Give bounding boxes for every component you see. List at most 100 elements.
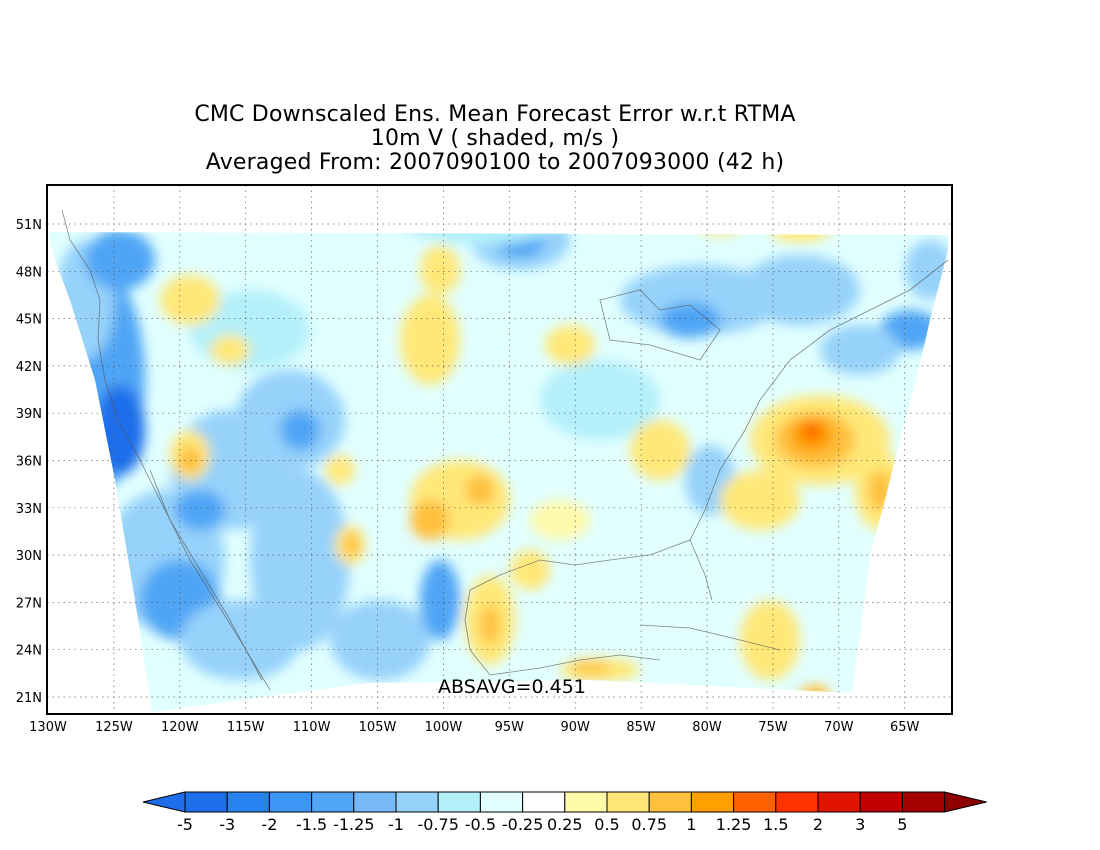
field-anomaly [620,265,780,335]
lon-label: 95W [495,720,525,735]
field-anomaly [420,188,460,212]
colorbar-label: -1.5 [296,815,327,834]
colorbar-label: -0.25 [502,815,543,834]
colorbar-swatch [817,791,861,813]
colorbar-swatch [184,791,228,813]
lon-label: 125W [95,720,133,735]
field-anomaly [820,325,900,375]
shaded-field [48,188,948,712]
colorbar-swatch [648,791,692,813]
great-lakes-line [599,289,721,361]
colorbar-swatch [226,791,270,813]
colorbar-swatch [353,791,397,813]
baja-line [149,469,263,681]
colorbar-labels: -5 -3 -2 -1.5 -1.25 -1 -0.75 -0.5 -0.25 0.25 0.5 0.… [177,815,907,834]
field-anomaly [85,232,155,290]
colorbar-label: 2 [813,815,823,834]
colorbar-swatch [395,791,439,813]
colorbar-swatch [564,791,608,813]
lat-label: 30N [16,549,42,564]
field-anomaly [630,420,690,480]
field-anomaly [325,455,355,485]
field-anomaly [868,470,892,510]
field-anomaly [695,232,745,235]
longitude-labels: 130W 125W 120W 115W 110W 105W 100W 95W 90W 85W 80W… [29,720,919,735]
colorbar-max-arrow [944,791,987,813]
field-anomaly [770,232,830,242]
field-anomaly [480,605,500,645]
field-anomaly [400,295,460,385]
lat-label: 48N [16,265,42,280]
colorbar-swatch [268,791,313,813]
lon-label: 90W [560,720,590,735]
colorbar-label: -0.5 [465,815,496,834]
colorbar-swatch [479,791,524,813]
colorbar-label: -2 [261,815,277,834]
field-anomaly [720,470,800,530]
lon-label: 130W [29,720,67,735]
florida-line [689,539,713,601]
absavg-annotation: ABSAVG=0.451 [438,676,586,698]
colorbar-label: 5 [897,815,907,834]
colorbar-min-arrow [142,791,186,813]
field-anomaly [410,500,450,540]
map-title-line-3: Averaged From: 2007090100 to 2007093000 … [205,150,785,175]
field-anomaly [530,500,590,540]
field-anomaly [740,600,800,680]
field-anomaly [178,446,202,474]
cuba-line [639,624,781,651]
colorbar [142,791,987,813]
field-anomaly [465,475,495,505]
lon-label: 105W [359,720,397,735]
lon-label: 65W [890,720,920,735]
field-anomaly [420,245,460,295]
field-anomaly [540,360,660,440]
coastlines [61,209,949,691]
field-anomaly [160,275,220,325]
lat-label: 45N [16,313,42,328]
lat-label: 24N [16,644,42,659]
colorbar-swatch [901,791,946,813]
field-anomaly [420,560,460,640]
field-anomaly [740,255,860,325]
field-anomaly [175,490,225,530]
lon-label: 80W [692,720,722,735]
lat-label: 51N [16,218,42,233]
field-anomaly [570,662,610,674]
field-anomaly [400,232,560,245]
map-title-line-1: CMC Downscaled Ens. Mean Forecast Error … [194,102,796,127]
colorbar-label: 0.5 [594,815,619,834]
colorbar-swatch [775,791,819,813]
colorbar-label: -3 [219,815,235,834]
colorbar-swatch [859,791,903,813]
lat-label: 39N [16,407,42,422]
field-anomaly [210,335,250,365]
colorbar-label: -1.25 [333,815,374,834]
west-coast-line [61,209,271,691]
map-title-line-2: 10m V ( shaded, m/s ) [370,126,620,151]
field-anomaly [660,302,720,338]
lon-label: 115W [227,720,265,735]
lat-label: 42N [16,360,42,375]
colorbar-label: 0.25 [547,815,583,834]
latitude-labels: 51N 48N 45N 42N 39N 36N 33N 30N 27N 24N 21N [16,218,42,706]
field-anomaly [280,410,320,450]
colorbar-swatch [733,791,777,813]
lon-label: 75W [758,720,788,735]
lon-label: 100W [425,720,463,735]
graticule [47,185,952,714]
colorbar-label: -1 [388,815,404,834]
field-anomaly [545,325,595,365]
gulf-coast-line [469,509,706,591]
field-anomaly [800,685,830,705]
colorbar-label: 1.25 [716,815,752,834]
field-anomaly [510,550,550,590]
lon-label: 120W [161,720,199,735]
east-coast-line [704,259,949,511]
field-anomaly [95,385,145,475]
lat-label: 27N [16,596,42,611]
field-anomaly [802,424,822,440]
colorbar-label: 1 [686,815,696,834]
colorbar-label: 0.75 [631,815,667,834]
